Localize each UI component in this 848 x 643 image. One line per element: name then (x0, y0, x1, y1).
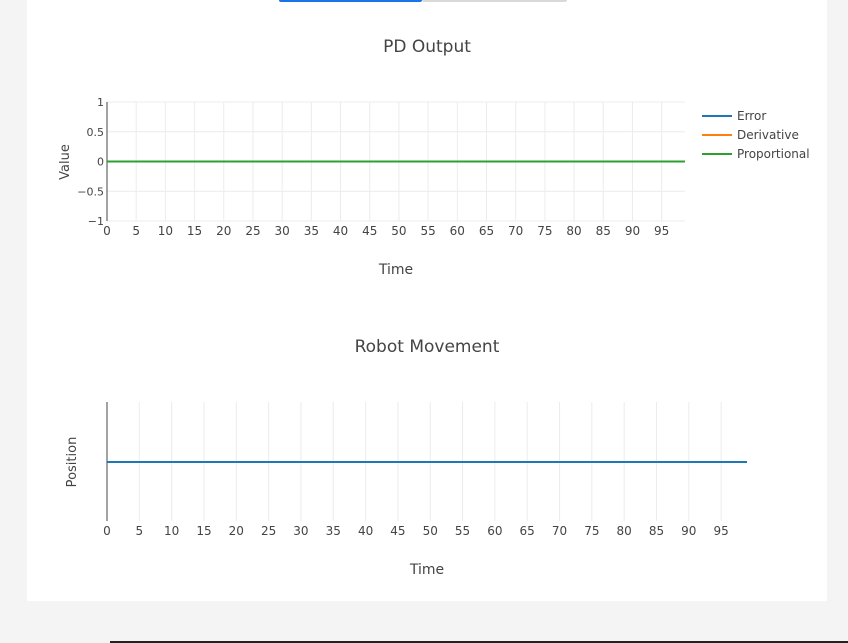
x-tick-label: 55 (455, 524, 470, 538)
x-tick-label: 60 (487, 524, 502, 538)
x-tick-label: 75 (537, 224, 552, 238)
x-tick-label: 35 (304, 224, 319, 238)
x-axis-label: Time (378, 262, 413, 278)
x-tick-label: 0 (103, 524, 111, 538)
robot-movement-chart: Robot Movement 0 5 10 15 20 25 30 35 40 45 50 55 60 6… (65, 337, 747, 578)
x-tick-label: 80 (617, 524, 632, 538)
x-tick-label: 20 (216, 224, 231, 238)
x-tick-label: 5 (132, 224, 140, 238)
pd-output-chart: PD Output 0 5 10 15 20 25 30 35 40 45 50 55 60 65 70 75… (58, 37, 810, 278)
x-tick-label: 70 (552, 524, 567, 538)
x-tick-label: 50 (423, 524, 438, 538)
x-tick-label: 80 (566, 224, 581, 238)
x-tick-label: 90 (625, 224, 640, 238)
bottom-border (110, 641, 848, 643)
chart-title: PD Output (383, 37, 471, 57)
x-tick-label: 10 (158, 224, 173, 238)
y-tick-label: −0.5 (77, 185, 104, 198)
x-tick-label: 40 (333, 224, 348, 238)
x-tick-label: 70 (508, 224, 523, 238)
x-tick-label: 45 (390, 524, 405, 538)
y-tick-label: 0.5 (87, 126, 105, 139)
x-tick-label: 30 (293, 524, 308, 538)
tab-inactive-indicator[interactable] (422, 0, 567, 2)
x-tick-label: 65 (520, 524, 535, 538)
x-tick-label: 0 (103, 224, 111, 238)
x-tick-label: 25 (245, 224, 260, 238)
x-tick-label: 15 (196, 524, 211, 538)
x-tick-label: 20 (229, 524, 244, 538)
x-tick-label: 15 (187, 224, 202, 238)
x-tick-label: 10 (164, 524, 179, 538)
x-tick-label: 95 (714, 524, 729, 538)
legend-label-derivative: Derivative (737, 128, 799, 142)
x-tick-label: 90 (681, 524, 696, 538)
x-tick-label: 35 (326, 524, 341, 538)
x-tick-label: 75 (584, 524, 599, 538)
y-tick-label: −1 (88, 215, 104, 228)
legend-label-error: Error (737, 109, 766, 123)
x-tick-label: 30 (275, 224, 290, 238)
x-tick-label: 65 (479, 224, 494, 238)
x-tick-label: 60 (450, 224, 465, 238)
tab-active-indicator[interactable] (279, 0, 422, 2)
dashboard-card (27, 0, 827, 601)
x-tick-label: 95 (654, 224, 669, 238)
x-tick-label: 85 (649, 524, 664, 538)
y-tick-label: 1 (97, 96, 104, 109)
chart-title: Robot Movement (355, 337, 500, 357)
y-axis-label: Position (65, 437, 80, 488)
x-tick-label: 5 (136, 524, 144, 538)
x-tick-label: 25 (261, 524, 276, 538)
y-tick-label: 0 (97, 156, 104, 169)
legend-label-proportional: Proportional (737, 147, 810, 161)
x-tick-label: 85 (596, 224, 611, 238)
x-tick-label: 45 (362, 224, 377, 238)
x-tick-label: 40 (358, 524, 373, 538)
y-axis-label: Value (58, 144, 73, 180)
x-tick-label: 50 (391, 224, 406, 238)
x-axis-label: Time (409, 562, 444, 578)
x-tick-label: 55 (420, 224, 435, 238)
